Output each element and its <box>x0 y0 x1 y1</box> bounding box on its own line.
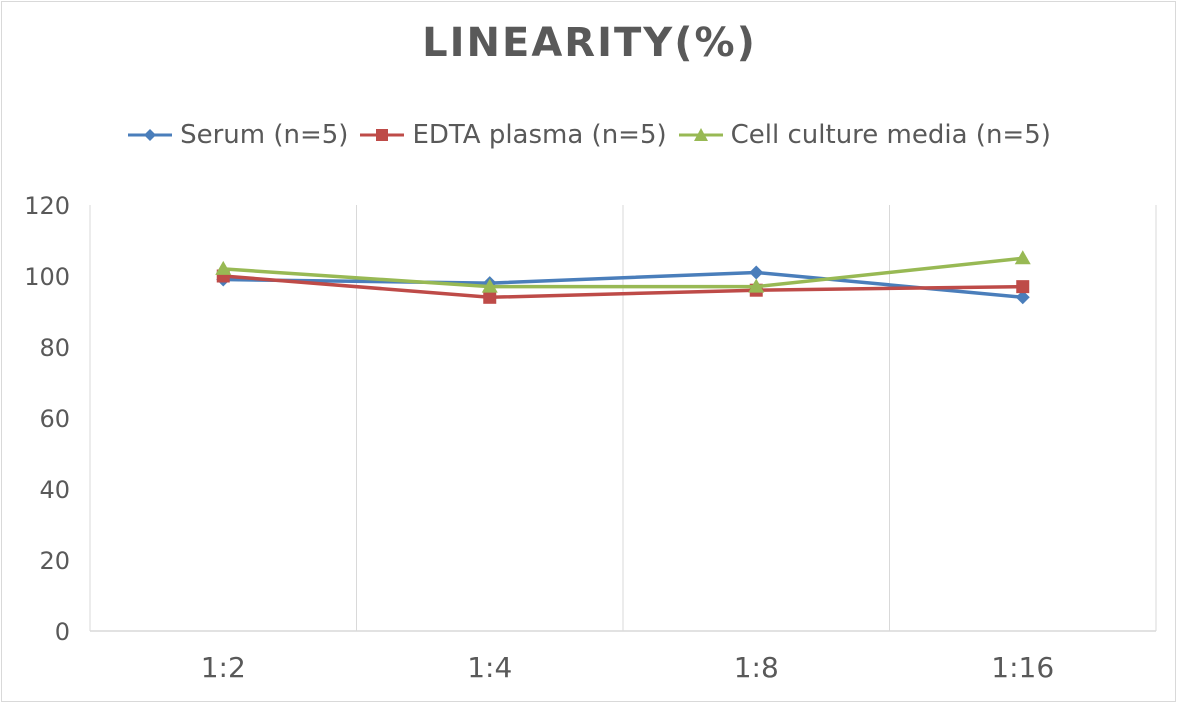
legend-marker-square-icon <box>360 129 405 141</box>
data-point-diamond <box>749 265 764 280</box>
legend-label-cell-culture-media: Cell culture media (n=5) <box>730 120 1051 150</box>
x-tick-label: 1:16 <box>991 651 1054 684</box>
data-point-diamond <box>1015 290 1030 305</box>
x-tick-label: 1:4 <box>467 651 512 684</box>
legend-item-edta-plasma: EDTA plasma (n=5) <box>360 120 667 150</box>
chart-title: LINEARITY(%) <box>422 20 757 66</box>
data-point-triangle <box>481 278 498 293</box>
legend-item-serum: Serum (n=5) <box>128 120 348 150</box>
data-point-triangle <box>215 260 232 275</box>
series-line-1 <box>223 270 1023 300</box>
legend-label-edta-plasma: EDTA plasma (n=5) <box>412 120 667 150</box>
y-tick-label: 80 <box>39 334 70 362</box>
data-point-triangle <box>1014 250 1031 265</box>
y-tick-label: 40 <box>39 476 70 504</box>
y-tick-label: 60 <box>39 405 70 433</box>
legend-item-cell-culture-media: Cell culture media (n=5) <box>678 120 1051 150</box>
x-tick-label: 1:2 <box>201 651 246 684</box>
y-tick-label: 0 <box>55 618 70 646</box>
y-tick-label: 100 <box>24 263 70 291</box>
legend: Serum (n=5) EDTA plasma (n=5) Cell cultu… <box>0 120 1179 150</box>
legend-label-serum: Serum (n=5) <box>180 120 349 150</box>
x-tick-label: 1:8 <box>734 651 779 684</box>
data-point-triangle <box>748 278 765 293</box>
y-tick-label: 120 <box>24 192 70 220</box>
data-point-square <box>483 290 497 304</box>
y-tick-label: 20 <box>39 547 70 575</box>
legend-marker-diamond-icon <box>128 129 173 141</box>
series-line-3 <box>223 256 1023 289</box>
data-point-square <box>1016 280 1030 294</box>
series-line-2 <box>223 274 1023 300</box>
legend-marker-triangle-icon <box>678 128 723 141</box>
